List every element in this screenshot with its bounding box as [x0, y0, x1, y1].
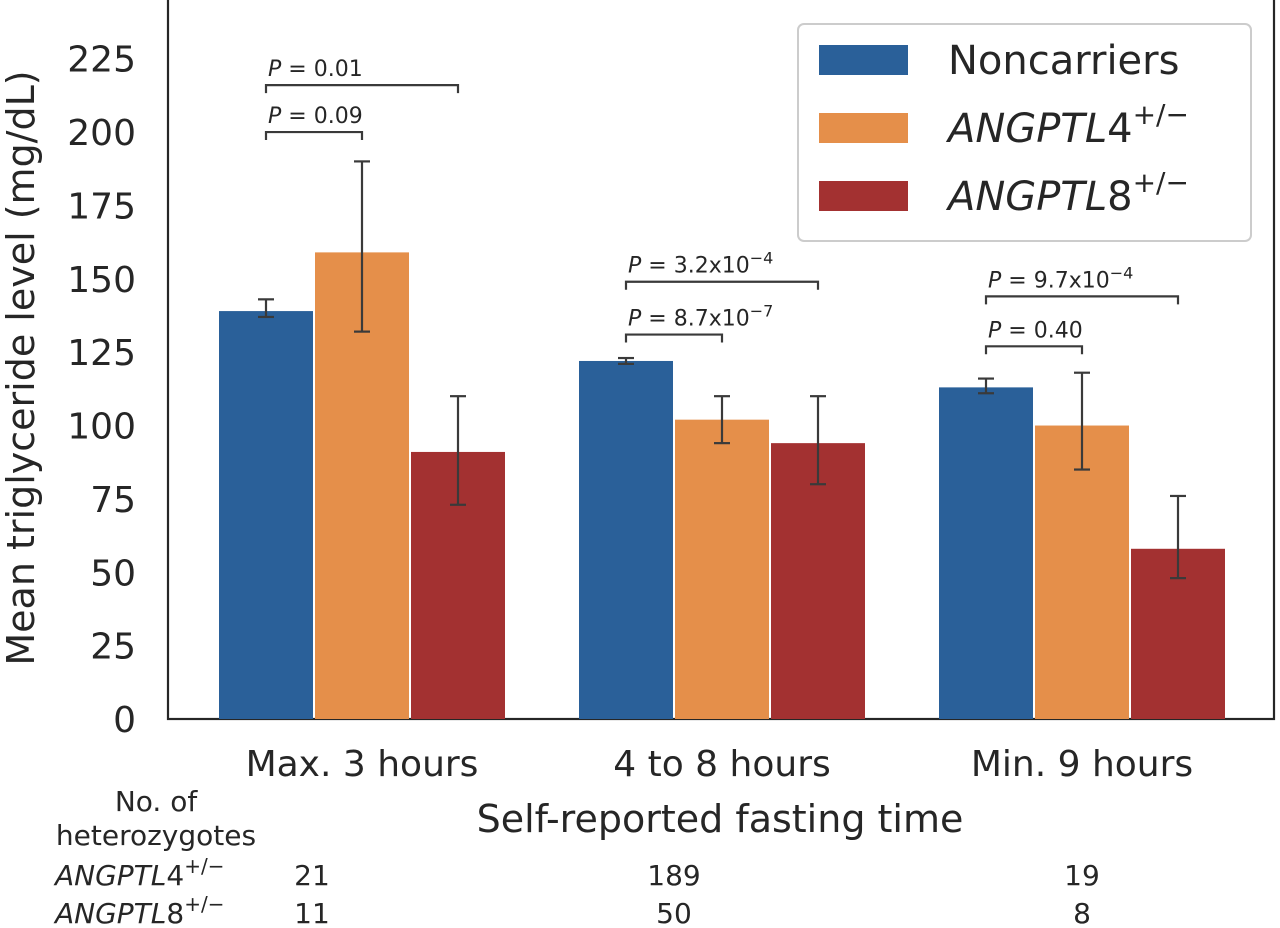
p-value-bracket	[264, 130, 364, 141]
x-tick-label: Max. 3 hours	[246, 744, 479, 785]
y-tick-label: 150	[67, 260, 136, 301]
table-count: 19	[1064, 859, 1100, 892]
p-value: = 0.01	[281, 57, 362, 82]
legend-swatch	[819, 181, 908, 211]
legend-box	[797, 23, 1252, 242]
p-value: = 0.40	[1001, 318, 1082, 343]
p-value-bracket	[624, 280, 820, 290]
p-value: = 0.09	[281, 104, 362, 129]
table-gene: ANGPTL	[53, 859, 166, 892]
legend-label: ANGPTL4+/−	[945, 98, 1189, 152]
p-value-bracket	[984, 345, 1084, 355]
p-value-bracket	[984, 295, 1180, 305]
p-value-label: P = 8.7x10−7	[628, 302, 773, 332]
p-value-label: P = 0.01	[268, 57, 363, 82]
table-superscript: +/−	[184, 892, 224, 916]
p-value-label: P = 0.09	[268, 104, 363, 129]
legend-gene-number: 4	[1107, 106, 1132, 152]
table-count: 8	[1073, 897, 1091, 928]
bar	[771, 443, 865, 719]
p-symbol: P	[628, 307, 642, 332]
legend-gene: ANGPTL	[945, 174, 1107, 220]
p-symbol: P	[628, 254, 642, 279]
y-tick-label: 225	[67, 40, 136, 81]
legend-gene-number: 8	[1107, 174, 1132, 220]
legend-superscript: +/−	[1133, 98, 1189, 131]
y-axis-label: Mean triglyceride level (mg/dL)	[0, 70, 43, 665]
p-value-label: P = 0.40	[988, 318, 1083, 343]
table-count: 50	[656, 897, 692, 928]
table-count: 11	[294, 897, 330, 928]
y-tick-label: 200	[67, 113, 136, 154]
x-tick-label: 4 to 8 hours	[613, 744, 831, 785]
p-symbol: P	[988, 318, 1002, 343]
table-superscript: +/−	[184, 854, 224, 878]
y-tick-label: 25	[90, 627, 136, 668]
p-value-bracket	[624, 333, 724, 343]
table-gene: ANGPTL	[53, 897, 166, 928]
p-value: = 9.7x10	[1001, 268, 1109, 293]
table-header-line1: No. of	[115, 785, 199, 818]
p-symbol: P	[268, 104, 282, 129]
table-row-label: ANGPTL4+/−	[53, 854, 224, 892]
p-value-label: P = 3.2x10−4	[628, 249, 773, 279]
table-header-line2: heterozygotes	[56, 819, 256, 852]
bar	[1035, 425, 1129, 719]
y-tick-label: 175	[67, 186, 136, 227]
p-value: = 8.7x10	[641, 307, 749, 332]
p-value-bracket	[264, 84, 460, 94]
y-tick-label: 125	[67, 333, 136, 374]
y-tick-label: 100	[67, 407, 136, 448]
p-value: = 3.2x10	[641, 254, 749, 279]
table-gene-number: 4	[166, 859, 184, 892]
legend-label: ANGPTL8+/−	[945, 166, 1189, 220]
p-value-annotations: P = 0.09P = 0.01P = 8.7x10−7P = 3.2x10−4…	[264, 57, 1180, 355]
y-tick-label: 50	[90, 553, 136, 594]
error-bars	[258, 160, 1186, 580]
y-axis-ticks: 0 25 50 75 100 125 150 175 200 225	[67, 40, 136, 741]
p-value-label: P = 9.7x10−4	[988, 263, 1133, 293]
p-symbol: P	[268, 57, 282, 82]
legend-text: Noncarriers	[948, 38, 1179, 84]
y-tick-label: 0	[113, 700, 136, 741]
p-symbol: P	[988, 268, 1002, 293]
table-count: 189	[647, 859, 700, 892]
legend-swatch	[819, 45, 908, 75]
y-tick-label: 75	[90, 480, 136, 521]
x-axis-label: Self-reported fasting time	[477, 797, 964, 841]
p-exponent: −7	[750, 302, 774, 321]
table-row-label: ANGPTL8+/−	[53, 892, 224, 928]
bar	[939, 387, 1033, 719]
bar	[579, 360, 673, 719]
bar	[675, 419, 769, 719]
legend-swatch	[819, 113, 908, 143]
x-axis-ticks: Max. 3 hours 4 to 8 hours Min. 9 hours	[246, 744, 1194, 785]
legend-superscript: +/−	[1133, 166, 1189, 199]
bar	[219, 311, 313, 719]
legend-label: Noncarriers	[948, 38, 1179, 84]
x-tick-label: Min. 9 hours	[971, 744, 1193, 785]
p-exponent: −4	[1110, 263, 1134, 282]
p-exponent: −4	[750, 249, 774, 268]
table-count: 21	[294, 859, 330, 892]
table-gene-number: 8	[166, 897, 184, 928]
legend-gene: ANGPTL	[945, 106, 1107, 152]
